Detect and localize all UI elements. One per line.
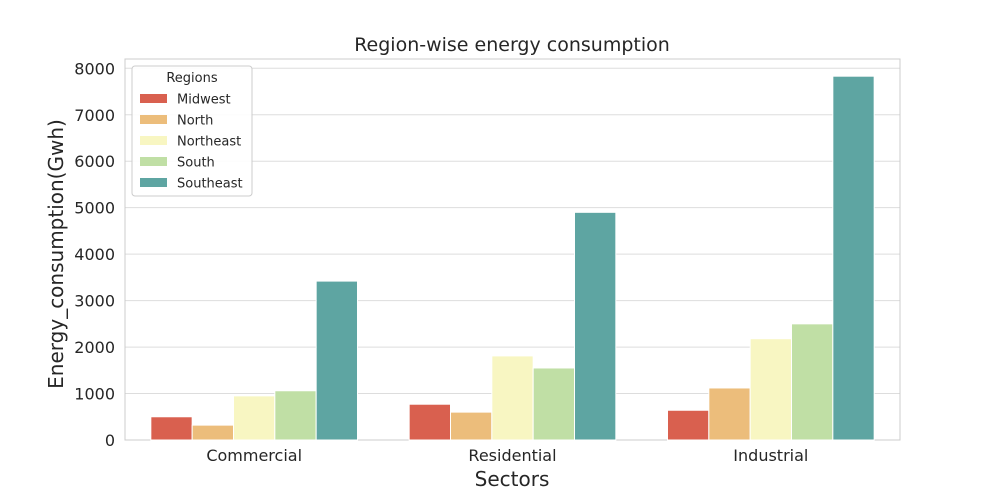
bar-southeast-residential <box>574 211 617 441</box>
x-tick-label: Commercial <box>206 446 302 465</box>
legend-label-northeast: Northeast <box>177 135 241 150</box>
legend-label-south: South <box>177 156 215 171</box>
bar-north-commercial <box>191 424 235 441</box>
chart-title: Region-wise energy consumption <box>354 34 670 56</box>
y-tick-label: 5000 <box>74 199 115 218</box>
bar-south-commercial <box>274 390 317 441</box>
y-tick-label: 8000 <box>74 59 115 78</box>
y-tick-label: 1000 <box>74 385 115 404</box>
legend-swatch-midwest <box>140 94 167 103</box>
y-tick-label: 6000 <box>74 152 115 171</box>
bar-midwest-residential <box>408 403 451 441</box>
x-tick-label: Industrial <box>733 446 808 465</box>
bar-southeast-commercial <box>315 280 358 441</box>
y-tick-label: 0 <box>105 431 115 450</box>
bar-south-residential <box>532 367 576 441</box>
legend-label-southeast: Southeast <box>177 177 243 192</box>
y-tick-label: 3000 <box>74 292 115 311</box>
legend-items: Midwest North Northeast South Southeast <box>140 93 243 192</box>
y-tick-label: 4000 <box>74 245 115 264</box>
bar-midwest-commercial <box>150 416 193 441</box>
y-tick-label: 2000 <box>74 338 115 357</box>
legend-label-north: North <box>177 114 213 129</box>
legend-swatch-north <box>140 115 167 124</box>
x-tick-labels: Commercial Residential Industrial <box>206 446 808 465</box>
y-tick-labels: 0 1000 2000 3000 4000 5000 6000 7000 8000 <box>74 59 115 450</box>
legend-label-midwest: Midwest <box>177 93 231 108</box>
y-tick-label: 7000 <box>74 106 115 125</box>
bar-northeast-residential <box>491 355 534 441</box>
bar-midwest-industrial <box>667 409 710 441</box>
x-tick-label: Residential <box>468 446 556 465</box>
bar-north-residential <box>450 411 493 441</box>
bar-southeast-industrial <box>832 75 875 441</box>
legend: Regions Midwest North Northeast South Southe… <box>131 65 253 197</box>
y-axis-label: Energy_consumption(Gwh) <box>44 119 68 389</box>
legend-swatch-southeast <box>140 178 167 187</box>
x-axis-label: Sectors <box>475 467 550 491</box>
bar-northeast-commercial <box>233 395 276 441</box>
legend-swatch-south <box>140 157 167 166</box>
bars <box>150 75 875 441</box>
bar-north-industrial <box>708 387 751 441</box>
legend-title: Regions <box>166 71 218 86</box>
legend-swatch-northeast <box>140 136 167 145</box>
bar-northeast-industrial <box>749 338 793 441</box>
bar-south-industrial <box>791 323 834 441</box>
